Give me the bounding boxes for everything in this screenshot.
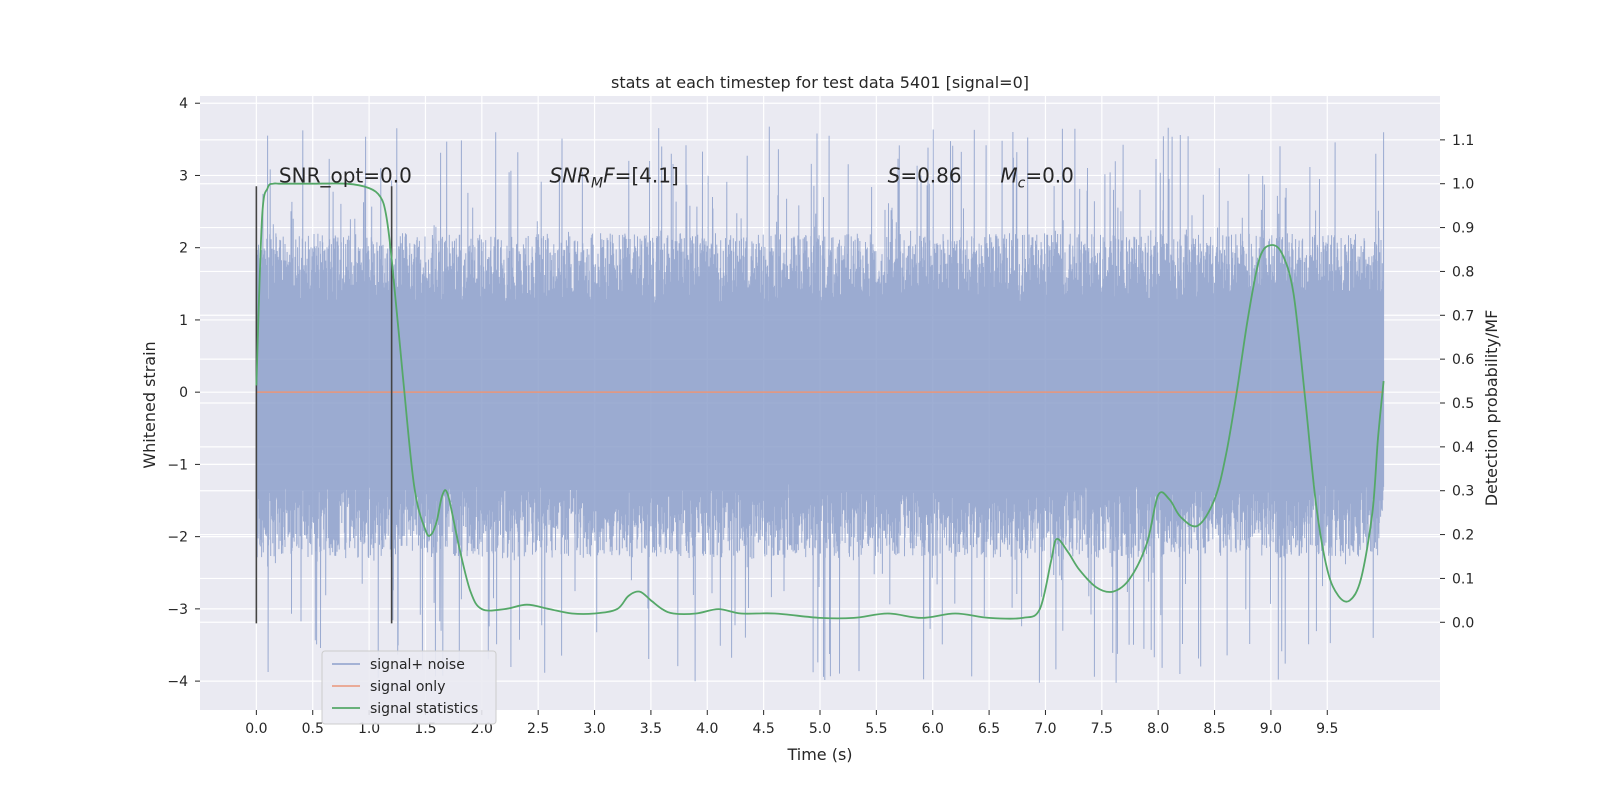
x-tick-label: 3.0 [583, 721, 605, 737]
x-tick-label: 2.5 [527, 721, 549, 737]
legend: signal+ noise signal only signal statist… [321, 650, 497, 725]
x-tick-label: 7.0 [1034, 721, 1056, 737]
y-tick-label-left: −4 [167, 674, 188, 690]
legend-box [321, 650, 497, 725]
y-tick-label-right: 1.1 [1452, 133, 1474, 149]
x-tick-label: 3.5 [640, 721, 662, 737]
y-axis-left-label: Whitened strain [140, 341, 159, 468]
x-tick-label: 0.0 [245, 721, 267, 737]
y-tick-label-right: 0.3 [1452, 484, 1474, 500]
x-axis-label: Time (s) [786, 745, 852, 764]
y-tick-label-right: 0.7 [1452, 308, 1474, 324]
y-tick-label-right: 0.1 [1452, 571, 1474, 587]
x-tick-label: 5.5 [865, 721, 887, 737]
y-tick-label-left: 0 [179, 385, 188, 401]
x-tick-label: 8.5 [1203, 721, 1225, 737]
x-ticks: 0.0 0.5 1.0 1.5 2.0 2.5 3.0 3.5 4.0 4.5 5.0 5.5 6.0 6… [245, 710, 1338, 737]
y-tick-label-right: 0.4 [1452, 440, 1474, 456]
annotation-text: S=0.86 [888, 164, 962, 188]
x-tick-label: 9.0 [1260, 721, 1282, 737]
y-tick-label-right: 0.8 [1452, 264, 1474, 280]
x-tick-label: 6.5 [978, 721, 1000, 737]
x-tick-label: 9.5 [1316, 721, 1338, 737]
x-tick-label: 1.0 [358, 721, 380, 737]
x-tick-label: 6.0 [922, 721, 944, 737]
y-tick-label-left: −1 [167, 457, 188, 473]
y-tick-label-left: −3 [167, 602, 188, 618]
x-tick-label: 7.5 [1091, 721, 1113, 737]
annotations: SNR_opt=0.0 SNRMF=[4.1] S=0.86 Mc=0.0 [279, 164, 1074, 192]
annotation-text: Mc=0.0 [1000, 164, 1074, 192]
y-tick-label-left: 1 [179, 313, 188, 329]
legend-label-signal-only: signal only [370, 679, 445, 695]
y-tick-label-left: 3 [179, 168, 188, 184]
y-tick-label-left: −2 [167, 530, 188, 546]
x-tick-label: 8.0 [1147, 721, 1169, 737]
y-tick-label-right: 0.0 [1452, 615, 1474, 631]
y-tick-label-right: 0.2 [1452, 528, 1474, 544]
y-tick-label-right: 0.5 [1452, 396, 1474, 412]
x-tick-label: 5.0 [809, 721, 831, 737]
annotation-text: SNR_opt=0.0 [279, 164, 412, 188]
series-signal-statistics [255, 182, 1385, 620]
y-axis-right-label: Detection probability/MF [1482, 310, 1501, 507]
y-tick-label-left: 2 [179, 241, 188, 257]
y-ticks-right: 0.0 0.1 0.2 0.3 0.4 0.5 0.6 0.7 0.8 0.9 1.0 1.1 [1440, 133, 1474, 631]
x-tick-label: 4.5 [753, 721, 775, 737]
y-tick-label-right: 0.9 [1452, 221, 1474, 237]
chart-title: stats at each timestep for test data 540… [611, 73, 1029, 92]
annotation-text: SNRMF=[4.1] [549, 164, 678, 192]
legend-label-signal-plus-noise: signal+ noise [370, 657, 465, 673]
x-tick-label: 0.5 [302, 721, 324, 737]
x-tick-label: 4.0 [696, 721, 718, 737]
y-tick-label-right: 1.0 [1452, 177, 1474, 193]
legend-label-signal-statistics: signal statistics [370, 701, 478, 717]
x-tick-label: 2.0 [471, 721, 493, 737]
y-ticks-left: −4 −3 −2 −1 0 1 2 3 4 [167, 96, 200, 690]
y-tick-label-left: 4 [179, 96, 188, 112]
x-tick-label: 1.5 [414, 721, 436, 737]
series-signal-plus-noise [255, 126, 1385, 683]
noise-trace [255, 126, 1385, 683]
y-tick-label-right: 0.6 [1452, 352, 1474, 368]
